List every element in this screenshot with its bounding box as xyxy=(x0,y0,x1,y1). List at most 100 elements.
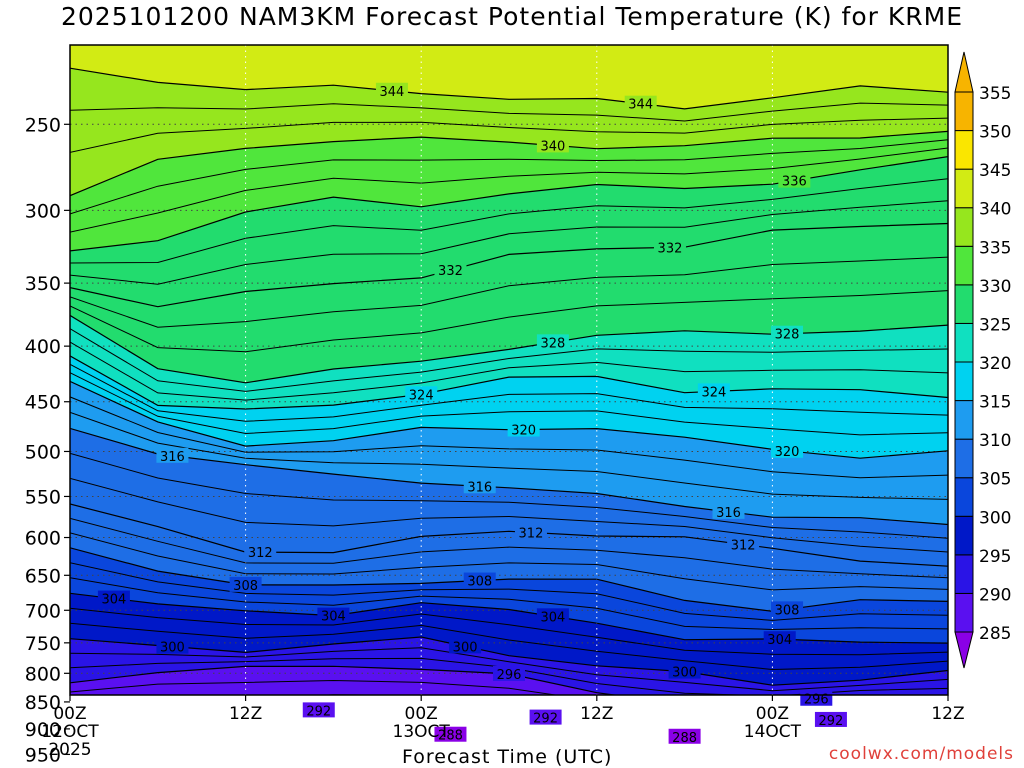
colorbar-swatch-300 xyxy=(954,515,974,556)
colorbar-swatch-325 xyxy=(954,322,974,363)
x-tick-date-48: 14OCT xyxy=(744,722,802,742)
isentrope-label-bg-316 xyxy=(712,503,745,519)
colorbar-swatch-335 xyxy=(954,245,974,286)
isentrope-label-292: 292 xyxy=(306,704,331,719)
isentrope-minor-316-0 xyxy=(70,452,948,539)
theta-band-3 xyxy=(70,156,948,307)
isentrope-label-bg-292 xyxy=(302,702,335,718)
colorbar-swatch-315 xyxy=(954,400,974,440)
x-tick-date-0: 12OCT xyxy=(41,722,99,742)
isentrope-label-bg-328 xyxy=(771,325,804,341)
isentrope-label-328: 328 xyxy=(775,328,800,343)
chart-title: 2025101200 NAM3KM Forecast Potential Tem… xyxy=(60,2,963,31)
colorbar-swatch-340 xyxy=(954,207,974,247)
colorbar-label-305: 305 xyxy=(979,470,1011,490)
isentrope-label-bg-324 xyxy=(697,383,730,399)
isentrope-label-316: 316 xyxy=(467,480,492,495)
isentrope-label-304: 304 xyxy=(321,610,346,625)
isentrope-label-304: 304 xyxy=(540,610,565,625)
isentrope-label-332: 332 xyxy=(438,264,463,279)
x-axis-label: Forecast Time (UTC) xyxy=(402,746,613,768)
colorbar-label-320: 320 xyxy=(979,354,1011,374)
y-tick-label-300: 300 xyxy=(25,200,61,222)
x-tick-label-12: 12Z xyxy=(229,704,262,724)
colorbar-label-325: 325 xyxy=(979,315,1011,335)
colorbar-label-350: 350 xyxy=(979,123,1011,143)
isentrope-minor-344-1 xyxy=(70,117,948,153)
isentrope-minor-308-1 xyxy=(70,577,948,631)
isentrope-label-bg-308 xyxy=(229,576,262,592)
theta-band-10 xyxy=(70,547,948,644)
isentrope-label-292: 292 xyxy=(819,714,844,729)
isentrope-minor-312-1 xyxy=(70,532,948,591)
isentrope-minor-332-1 xyxy=(70,290,948,353)
isentrope-label-bg-316 xyxy=(156,447,189,463)
isentrope-label-bg-308 xyxy=(771,601,804,617)
y-tick-label-550: 550 xyxy=(25,486,61,508)
y-tick-label-450: 450 xyxy=(25,392,61,414)
isentrope-332 xyxy=(70,222,948,308)
colorbar-swatch-355 xyxy=(954,91,974,132)
isentrope-label-300: 300 xyxy=(160,641,185,656)
isentrope-label-344: 344 xyxy=(380,85,405,100)
isentrope-label-292: 292 xyxy=(533,712,558,727)
x-tick-label-24: 00Z xyxy=(405,704,438,724)
isentrope-label-324: 324 xyxy=(701,385,726,400)
colorbar-swatch-330 xyxy=(954,284,974,324)
y-tick-label-950: 950 xyxy=(25,744,61,766)
isentrope-label-332: 332 xyxy=(658,241,683,256)
colorbar-low-arrow xyxy=(954,631,974,669)
y-tick-label-400: 400 xyxy=(25,336,61,358)
isentrope-minor-308-0 xyxy=(70,562,948,621)
colorbar-label-285: 285 xyxy=(979,624,1011,644)
isentrope-minor-320-1 xyxy=(70,411,948,500)
isentrope-label-bg-300 xyxy=(449,638,482,654)
colorbar-high-arrow xyxy=(954,51,974,93)
isentrope-label-316: 316 xyxy=(160,450,185,465)
isentrope-label-bg-344 xyxy=(624,95,657,111)
y-axis: 250 300 350 400 450 500 550 600 650 700 750 800 850 9… xyxy=(25,114,70,766)
theta-band-0 xyxy=(70,45,948,109)
isentrope-label-308: 308 xyxy=(775,603,800,618)
colorbar-label-315: 315 xyxy=(979,393,1011,413)
isentrope-304 xyxy=(70,592,948,644)
isentrope-label-bg-340 xyxy=(536,137,569,153)
y-tick-label-650: 650 xyxy=(25,565,61,587)
isentrope-label-bg-312 xyxy=(514,524,547,540)
isentrope-minor-336-0 xyxy=(70,178,948,264)
isentrope-label-bg-300 xyxy=(668,663,701,679)
isentrope-label-bg-320 xyxy=(507,421,540,437)
isentrope-minor-336-1 xyxy=(70,200,948,285)
isentrope-label-bg-344 xyxy=(375,82,408,98)
isentrope-label-bg-328 xyxy=(536,334,569,350)
isentrope-label-344: 344 xyxy=(628,98,653,113)
isentrope-label-bg-304 xyxy=(317,607,350,623)
isentrope-label-bg-336 xyxy=(778,172,811,188)
colorbar-swatch-345 xyxy=(954,168,974,209)
colorbar-swatch-305 xyxy=(954,477,974,517)
isentrope-label-312: 312 xyxy=(519,526,544,541)
isentrope-label-bg-304 xyxy=(97,590,130,606)
isentrope-label-316: 316 xyxy=(716,506,741,521)
isentrope-label-324: 324 xyxy=(409,388,434,403)
isentrope-label-308: 308 xyxy=(467,575,492,590)
isentrope-340 xyxy=(70,130,948,197)
theta-band-6 xyxy=(70,355,948,459)
isentrope-label-bg-292 xyxy=(814,711,847,727)
isentrope-minor-304-0 xyxy=(70,607,948,656)
isentrope-label-bg-288 xyxy=(434,726,467,742)
isentrope-minor-320-0 xyxy=(70,396,948,479)
y-tick-label-350: 350 xyxy=(25,273,61,295)
colorbar-swatch-295 xyxy=(954,554,974,594)
y-tick-label-850: 850 xyxy=(25,692,61,714)
isentrope-label-312: 312 xyxy=(731,538,756,553)
isentrope-minor-300-0 xyxy=(70,647,948,692)
isentrope-label-bg-316 xyxy=(463,478,496,494)
isentrope-316 xyxy=(70,427,948,526)
colorbar-label-335: 335 xyxy=(979,238,1011,258)
colorbar-swatch-320 xyxy=(954,361,974,402)
isentrope-label-328: 328 xyxy=(540,336,565,351)
isentrope-minor-344-0 xyxy=(70,102,948,122)
